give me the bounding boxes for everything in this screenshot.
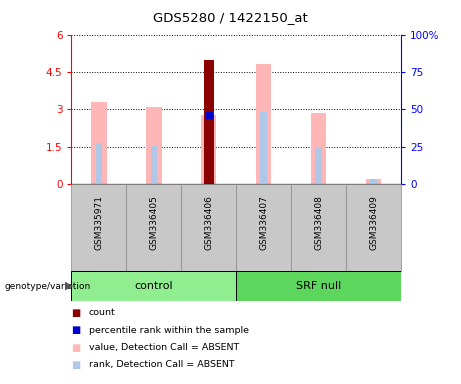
Bar [236,271,401,301]
Text: SRF null: SRF null [296,281,341,291]
Bar [291,184,346,271]
Bar [91,102,106,184]
Text: count: count [89,308,116,318]
Bar [236,184,291,271]
Bar [95,143,102,184]
Bar [206,146,212,184]
Text: ▶: ▶ [65,281,74,291]
Text: ■: ■ [71,325,81,335]
Text: GDS5280 / 1422150_at: GDS5280 / 1422150_at [153,11,308,24]
Bar [315,147,322,184]
Text: GSM336408: GSM336408 [314,195,323,250]
Text: value, Detection Call = ABSENT: value, Detection Call = ABSENT [89,343,239,352]
Bar [204,60,214,184]
Bar [346,184,401,271]
Bar [201,115,217,184]
Bar [256,64,272,184]
Text: GSM336409: GSM336409 [369,195,378,250]
Text: ■: ■ [71,360,81,370]
Bar [181,184,236,271]
Text: GSM335971: GSM335971 [95,195,103,250]
Bar [260,112,267,184]
Text: ■: ■ [71,343,81,353]
Bar [126,184,181,271]
Text: GSM336405: GSM336405 [149,195,159,250]
Text: GSM336406: GSM336406 [204,195,213,250]
Text: rank, Detection Call = ABSENT: rank, Detection Call = ABSENT [89,360,235,369]
Bar [71,271,236,301]
Text: ■: ■ [71,308,81,318]
Bar [146,107,161,184]
Bar [311,113,326,184]
Text: control: control [135,281,173,291]
Bar [151,146,157,184]
Text: genotype/variation: genotype/variation [5,281,91,291]
Bar [71,184,126,271]
Bar [366,179,381,184]
Text: GSM336407: GSM336407 [259,195,268,250]
Bar [370,179,377,184]
Text: percentile rank within the sample: percentile rank within the sample [89,326,249,335]
